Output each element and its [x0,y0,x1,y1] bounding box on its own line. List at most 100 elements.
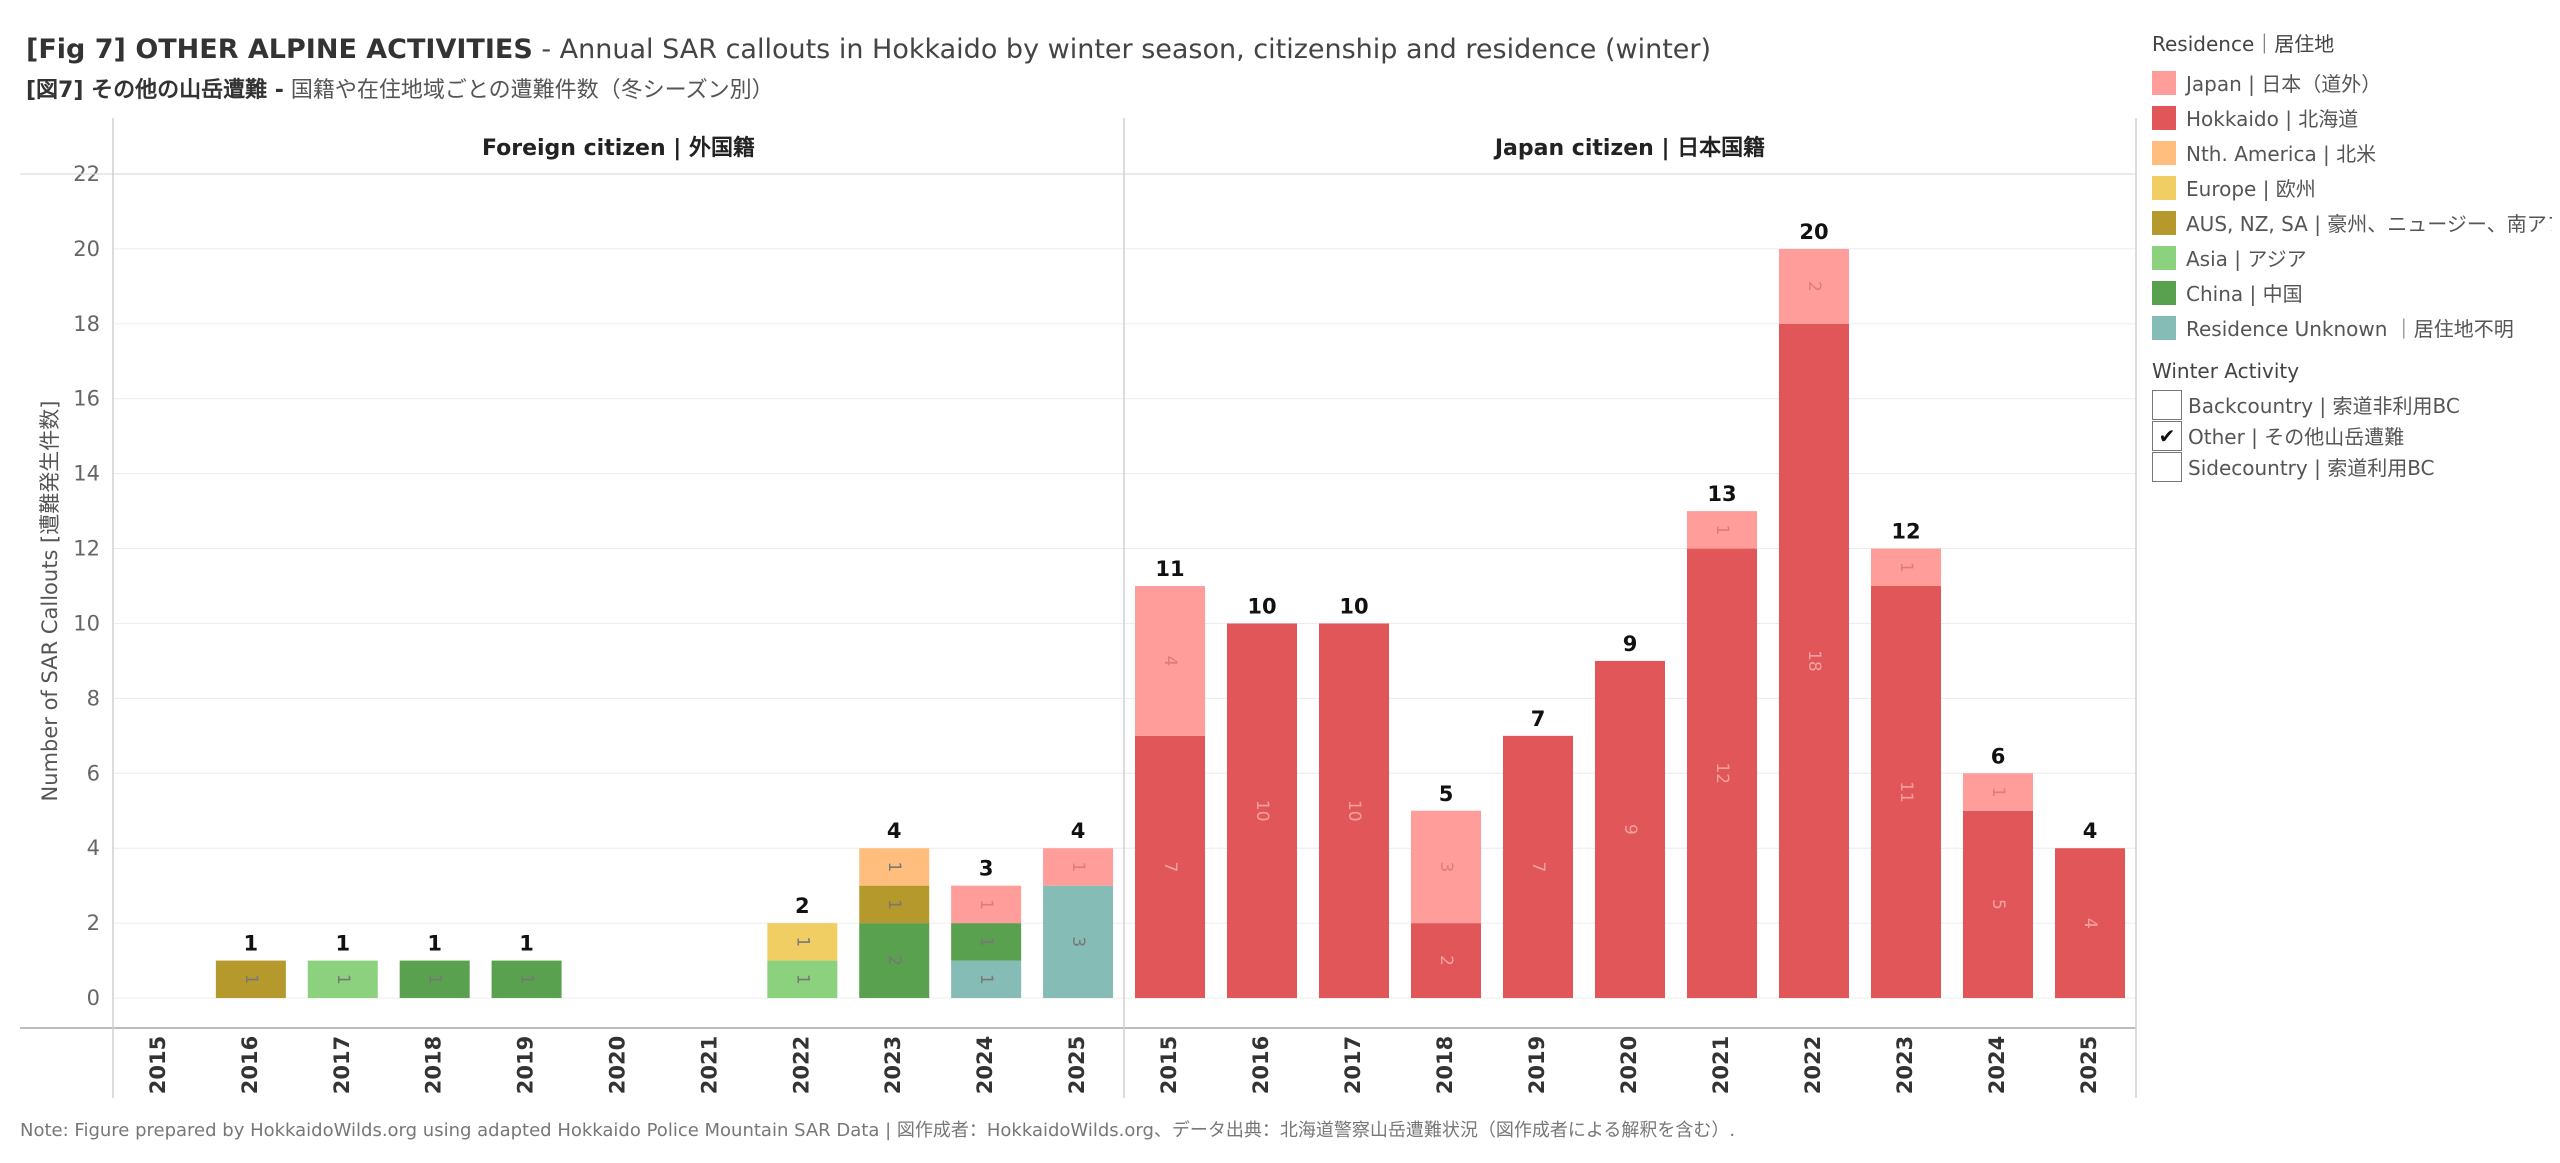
segment-label: 5 [1988,899,2008,910]
bar-total-label: 10 [1247,594,1276,618]
checkbox-checked[interactable]: ✔ [2152,420,2182,451]
bar-segment-china [859,923,930,999]
filter-option-label: Other | その他山岳遭難 [2188,425,2405,449]
bar-total-label: 1 [519,932,534,956]
segment-label: 7 [1528,862,1548,873]
bar-total-label: 1 [244,932,259,956]
legend-swatch-aus [2152,210,2176,235]
y-tick-label: 0 [87,986,100,1010]
bar-segment-aus [859,885,930,924]
bar-segment-japan [951,885,1022,924]
x-tick-label: 2020 [606,1036,630,1094]
y-tick-label: 6 [87,761,100,785]
legend-item-unknown[interactable]: Residence Unknown ｜居住地不明 [2152,310,2552,345]
bar-segment-aus [215,960,286,999]
segment-label: 18 [1804,650,1824,672]
bar-segment-asia [307,960,378,999]
bar-segment-unknown [1043,885,1114,999]
bar-segment-japan [1779,248,1849,324]
bar-total-label: 7 [1531,707,1546,731]
segment-label: 2 [1436,955,1456,966]
activity-filter: Backcountry | 索道非利用BC ✔ Other | その他山岳遭難 Sid… [2152,389,2552,482]
legend-label: Asia | アジア [2186,247,2307,271]
bar-total-label: 2 [795,894,810,918]
bar-total-label: 11 [1155,557,1184,581]
segment-label: 1 [517,974,537,985]
bar-segment-hokkaido [1319,623,1389,999]
checkbox-unchecked[interactable] [2152,389,2182,420]
y-tick-label: 14 [73,462,100,486]
x-tick-label: 2025 [1065,1036,1089,1094]
segment-label: 1 [1068,862,1088,873]
x-tick-label: 2022 [789,1036,813,1094]
bar-segment-hokkaido [1871,586,1941,999]
segment-label: 1 [425,974,445,985]
legend-item-asia[interactable]: Asia | アジア [2152,240,2552,275]
x-tick-label: 2020 [1617,1036,1641,1094]
segment-label: 11 [1896,781,1916,803]
legend-item-europe[interactable]: Europe | 欧州 [2152,170,2552,205]
legend-label: Europe | 欧州 [2186,177,2316,201]
x-tick-label: 2019 [1525,1036,1549,1094]
bar-total-label: 5 [1439,782,1454,806]
y-tick-label: 20 [73,237,100,261]
bar-segment-hokkaido [1963,810,2033,999]
x-tick-label: 2024 [1985,1036,2009,1094]
segment-label: 1 [1712,524,1732,535]
bar-total-label: 4 [1071,819,1086,843]
legend-swatch-hokkaido [2152,105,2176,130]
segment-label: 4 [1160,656,1180,667]
bar-total-label: 12 [1891,520,1920,544]
legend-item-aus[interactable]: AUS, NZ, SA | 豪州、ニュージー、南アフ.. [2152,205,2552,240]
segment-label: 2 [884,955,904,966]
filter-option-label: Backcountry | 索道非利用BC [2188,394,2460,418]
x-tick-label: 2018 [422,1036,446,1094]
bar-segment-hokkaido [1687,548,1757,999]
bar-segment-hokkaido [2055,848,2125,999]
checkbox-unchecked[interactable] [2152,451,2182,482]
filter-option[interactable]: ✔ Other | その他山岳遭難 [2152,420,2552,451]
title-fig-label: [Fig 7] [26,34,126,65]
segment-label: 1 [1896,562,1916,573]
segment-label: 3 [1068,936,1088,947]
subtitle-bold: その他の山岳遭難 - [91,78,284,103]
bar-segment-hokkaido [1503,735,1573,999]
filter-option-label: Sidecountry | 索道利用BC [2188,456,2435,480]
bar-segment-unknown [951,960,1022,999]
bar-segment-namerica [859,848,930,886]
segment-label: 7 [1160,862,1180,873]
bar-segment-japan [1135,586,1205,736]
bar-segment-hokkaido [1779,323,1849,999]
y-tick-label: 10 [73,611,100,635]
filter-title: Winter Activity [2152,359,2300,383]
y-tick-label: 18 [73,312,100,336]
bar-segment-hokkaido [1411,923,1481,999]
y-axis-label: Number of SAR Callouts [遭難発生件数] [38,401,62,802]
filter-option[interactable]: Sidecountry | 索道利用BC [2152,451,2552,482]
bar-total-label: 4 [887,819,902,843]
legend-item-china[interactable]: China | 中国 [2152,275,2552,310]
y-tick-label: 12 [73,537,100,561]
bar-segment-japan [1871,548,1941,587]
bar-segment-china [491,960,562,999]
subtitle-fig-label: [図7] [26,78,84,103]
legend-swatch-unknown [2152,315,2176,340]
legend-item-japan[interactable]: Japan | 日本（道外） [2152,65,2552,100]
bar-segment-japan [1687,511,1757,549]
bar-segment-japan [1043,848,1114,886]
legend-item-namerica[interactable]: Nth. America | 北米 [2152,135,2552,170]
bar-segment-hokkaido [1595,660,1665,999]
bar-total-label: 6 [1991,744,2006,768]
x-tick-label: 2023 [881,1036,905,1094]
filter-option[interactable]: Backcountry | 索道非利用BC [2152,389,2552,420]
legend-title: Residence｜居住地 [2152,32,2335,56]
legend-label: AUS, NZ, SA | 豪州、ニュージー、南アフ.. [2186,212,2552,236]
subtitle-rest: 国籍や在住地域ごとの遭難件数（冬シーズン別） [283,78,774,103]
legend-item-hokkaido[interactable]: Hokkaido | 北海道 [2152,100,2552,135]
bar-total-label: 1 [427,932,442,956]
segment-label: 1 [976,974,996,985]
segment-label: 1 [1988,787,2008,798]
segment-label: 10 [1344,800,1364,822]
segment-label: 1 [884,899,904,910]
footnote: Note: Figure prepared by HokkaidoWilds.o… [20,1120,1736,1141]
